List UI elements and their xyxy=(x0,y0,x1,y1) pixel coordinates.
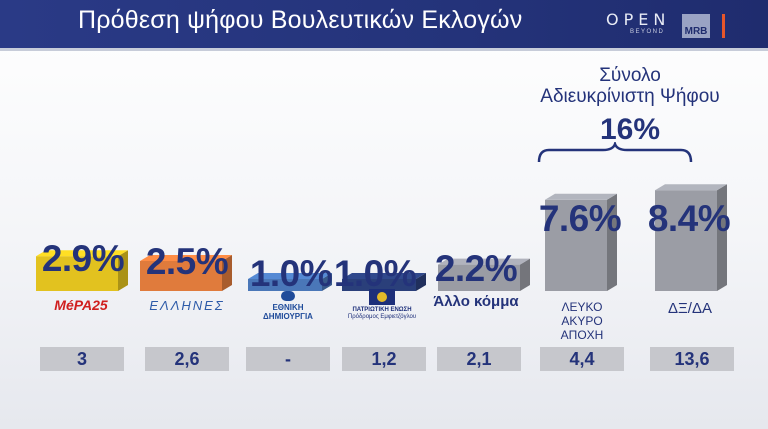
ethniki-line2: ΔΗΜΙΟΥΡΓΙΑ xyxy=(263,312,313,321)
value-label-patriotiki: 1.0% xyxy=(333,253,417,294)
previous-value-ethniki: - xyxy=(246,347,330,371)
bar-top-ethniki xyxy=(248,273,332,279)
lefko-line2: ΑΚΥΡΟ xyxy=(561,314,603,328)
bar-mera25 xyxy=(36,250,128,291)
bar-top-patriotiki xyxy=(342,273,426,279)
bar-front-ellines xyxy=(140,261,222,291)
bar-front-lefko xyxy=(545,199,607,291)
mrb-accent-bar xyxy=(722,14,725,38)
bar-ellines xyxy=(140,255,232,291)
bar-top-mera25 xyxy=(36,250,128,257)
previous-value-dxda: 13,6 xyxy=(650,347,734,371)
bar-lefko xyxy=(545,193,617,291)
total-undecided-value: 16% xyxy=(599,113,661,146)
bar-front-patriotiki xyxy=(342,279,416,291)
bar-ethniki xyxy=(248,273,332,291)
bar-top-lefko xyxy=(545,193,617,200)
chart-title: Πρόθεση ψήφου Βουλευτικών Εκλογών xyxy=(78,6,523,34)
curly-brace xyxy=(537,142,693,163)
bar-patriotiki xyxy=(342,273,426,291)
party-label-mera25: MéΡΑ25 xyxy=(54,297,108,313)
previous-value-ellines: 2,6 xyxy=(145,347,229,371)
value-label-lefko: 7.6% xyxy=(538,198,622,239)
bar-side-allo xyxy=(520,258,530,291)
lefko-line3: ΑΠΟΧΗ xyxy=(560,328,604,342)
bar-top-dxda xyxy=(655,184,727,191)
party-label-lefko: ΛΕΥΚΟ ΑΚΥΡΟ ΑΠΟΧΗ xyxy=(540,300,624,342)
bar-side-ellines xyxy=(222,255,232,291)
value-label-allo: 2.2% xyxy=(434,248,518,289)
previous-value-mera25: 3 xyxy=(40,347,124,371)
bar-allo xyxy=(438,258,530,291)
total-undecided-label: Σύνολο Αδιευκρίνιστη Ψήφου xyxy=(500,65,760,107)
ethniki-line1: ΕΘΝΙΚΗ xyxy=(272,303,304,312)
party-label-dxda: ΔΞ/ΔΑ xyxy=(668,300,712,317)
previous-value-patriotiki: 1,2 xyxy=(342,347,426,371)
party-label-ellines: ΕΛΛΗΝΕΣ xyxy=(149,298,225,313)
mrb-logo: MRB xyxy=(682,14,710,38)
value-label-ethniki: 1.0% xyxy=(249,253,333,294)
open-logo-sub: BEYOND xyxy=(630,29,665,35)
open-logo: OPEN BEYOND xyxy=(606,10,671,35)
patriotiki-line1: ΠΑΤΡΙΩΤΙΚΗ ΕΝΩΣΗ xyxy=(352,307,412,313)
bar-side-mera25 xyxy=(118,250,128,291)
party-label-patriotiki: ΠΑΤΡΙΩΤΙΚΗ ΕΝΩΣΗ Πρόδρομος Εμφιετζόγλου xyxy=(340,289,424,321)
lefko-line1: ΛΕΥΚΟ xyxy=(561,300,603,314)
open-logo-word: OPEN xyxy=(606,10,671,29)
bar-side-dxda xyxy=(717,184,727,291)
party-label-ethniki: ΕΘΝΙΚΗ ΔΗΜΙΟΥΡΓΙΑ xyxy=(248,291,328,321)
header-banner: Πρόθεση ψήφου Βουλευτικών Εκλογών OPEN B… xyxy=(0,0,768,51)
bar-top-ellines xyxy=(140,255,232,261)
ethniki-logo-icon xyxy=(281,291,295,301)
previous-value-lefko: 4,4 xyxy=(540,347,624,371)
total-label-line1: Σύνολο xyxy=(599,65,661,86)
bar-side-lefko xyxy=(607,193,617,291)
bar-front-allo xyxy=(438,264,520,291)
bar-front-mera25 xyxy=(36,256,118,291)
value-label-dxda: 8.4% xyxy=(647,198,731,239)
value-label-mera25: 2.9% xyxy=(41,238,125,279)
party-label-allo: Άλλο κόμμα xyxy=(433,293,519,310)
vergina-sun-icon xyxy=(369,289,395,305)
value-label-ellines: 2.5% xyxy=(145,241,229,282)
bar-front-dxda xyxy=(655,190,717,291)
bar-top-allo xyxy=(438,258,530,265)
previous-value-allo: 2,1 xyxy=(437,347,521,371)
patriotiki-line2: Πρόδρομος Εμφιετζόγλου xyxy=(347,314,417,320)
bar-dxda xyxy=(655,184,727,291)
total-label-line2: Αδιευκρίνιστη Ψήφου xyxy=(540,86,720,107)
bar-front-ethniki xyxy=(248,279,322,291)
